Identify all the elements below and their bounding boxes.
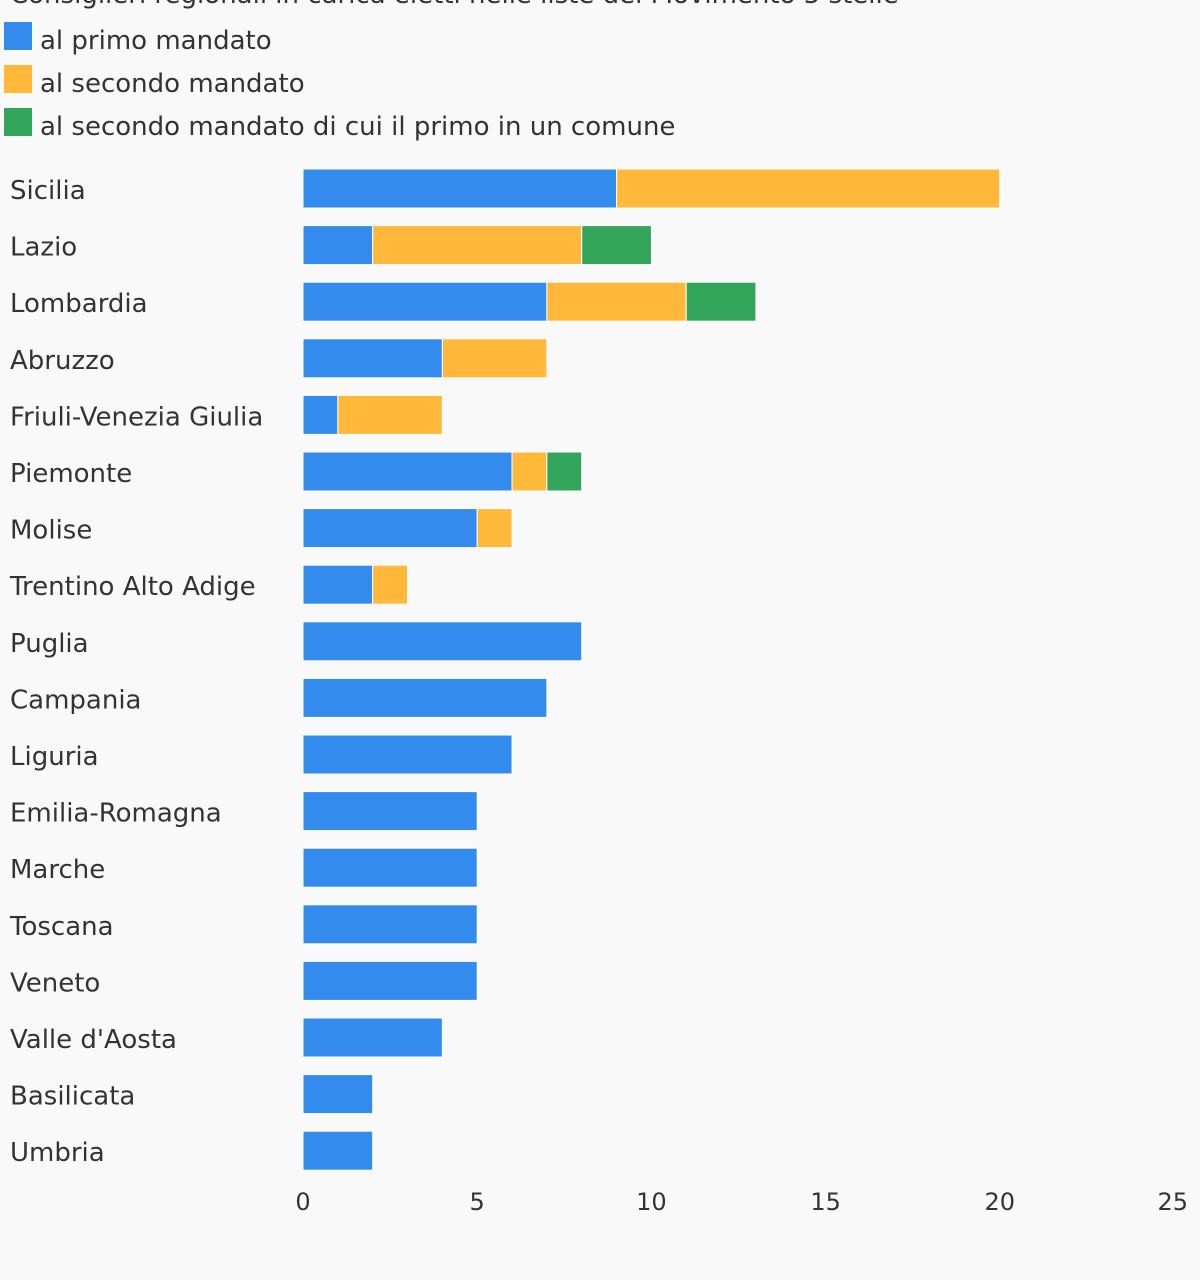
- x-tick-label-0: 0: [295, 1188, 310, 1216]
- x-tick-label-20: 20: [985, 1188, 1016, 1216]
- legend-swatch-al-secondo-mandato-di-cui-il-primo-in-un-comune: [4, 108, 32, 136]
- bar-valle-d-aosta-al-primo-mandato: [302, 1017, 443, 1058]
- category-label-emilia-romagna: Emilia-Romagna: [10, 799, 222, 829]
- category-label-lazio: Lazio: [10, 233, 77, 263]
- category-label-molise: Molise: [10, 516, 92, 546]
- x-axis: 0 5 10 15 20 25: [295, 1188, 1188, 1216]
- bar-lazio-al-primo-mandato: [302, 225, 374, 266]
- bar-lazio-al-secondo-mandato: [372, 225, 583, 266]
- category-label-valle-d-aosta: Valle d'Aosta: [10, 1025, 177, 1055]
- category-label-toscana: Toscana: [9, 912, 114, 942]
- legend-label-al-primo-mandato: al primo mandato: [40, 26, 272, 56]
- bar-puglia-al-primo-mandato: [302, 621, 583, 662]
- bar-trentino-alto-adige-al-primo-mandato: [302, 564, 374, 605]
- bars: [302, 168, 1001, 1171]
- bar-basilicata-al-primo-mandato: [302, 1074, 374, 1115]
- category-label-piemonte: Piemonte: [10, 459, 132, 489]
- category-label-puglia: Puglia: [10, 629, 89, 659]
- category-label-basilicata: Basilicata: [10, 1082, 135, 1112]
- category-label-marche: Marche: [10, 855, 105, 885]
- bar-piemonte-al-secondo-mandato: [511, 451, 548, 492]
- bar-piemonte-al-secondo-mandato-di-cui-il-primo-in-un-comune: [546, 451, 583, 492]
- bar-veneto-al-primo-mandato: [302, 960, 478, 1001]
- chart-title: Consiglieri regionali in carica eletti n…: [10, 0, 899, 10]
- bar-marche-al-primo-mandato: [302, 847, 478, 888]
- category-label-abruzzo: Abruzzo: [10, 346, 115, 376]
- category-labels: Sicilia Lazio Lombardia Abruzzo Friuli-Venez…: [9, 176, 263, 1168]
- legend-swatch-al-primo-mandato: [4, 22, 32, 50]
- category-label-liguria: Liguria: [10, 742, 99, 772]
- bar-sicilia-al-secondo-mandato: [616, 168, 1001, 209]
- bar-friuli-venezia-giulia-al-primo-mandato: [302, 394, 339, 435]
- category-label-campania: Campania: [10, 685, 142, 715]
- bar-liguria-al-primo-mandato: [302, 734, 513, 775]
- legend-label-al-secondo-mandato: al secondo mandato: [40, 69, 305, 99]
- legend-swatch-al-secondo-mandato: [4, 65, 32, 93]
- category-label-veneto: Veneto: [10, 968, 100, 998]
- x-tick-label-5: 5: [470, 1188, 485, 1216]
- category-label-friuli-venezia-giulia: Friuli-Venezia Giulia: [10, 402, 263, 432]
- bar-abruzzo-al-primo-mandato: [302, 338, 443, 379]
- x-tick-label-25: 25: [1157, 1188, 1188, 1216]
- bar-sicilia-al-primo-mandato: [302, 168, 618, 209]
- category-label-lombardia: Lombardia: [10, 289, 148, 319]
- bar-lombardia-al-primo-mandato: [302, 281, 548, 322]
- bar-abruzzo-al-secondo-mandato: [441, 338, 548, 379]
- bar-trentino-alto-adige-al-secondo-mandato: [372, 564, 409, 605]
- legend-label-al-secondo-mandato-di-cui-il-primo-in-un-comune: al secondo mandato di cui il primo in un…: [40, 112, 675, 142]
- bar-molise-al-secondo-mandato: [476, 508, 513, 549]
- category-label-sicilia: Sicilia: [10, 176, 86, 206]
- bar-toscana-al-primo-mandato: [302, 904, 478, 945]
- category-label-trentino-alto-adige: Trentino Alto Adige: [9, 572, 256, 602]
- bar-lazio-al-secondo-mandato-di-cui-il-primo-in-un-comune: [581, 225, 652, 266]
- x-tick-label-15: 15: [810, 1188, 841, 1216]
- category-label-umbria: Umbria: [10, 1138, 105, 1168]
- x-tick-label-10: 10: [636, 1188, 667, 1216]
- bar-umbria-al-primo-mandato: [302, 1130, 374, 1171]
- bar-lombardia-al-secondo-mandato: [546, 281, 687, 322]
- bar-campania-al-primo-mandato: [302, 677, 548, 718]
- bar-molise-al-primo-mandato: [302, 508, 478, 549]
- legend: al primo mandato al secondo mandato al sec…: [4, 22, 675, 142]
- bar-lombardia-al-secondo-mandato-di-cui-il-primo-in-un-comune: [685, 281, 757, 322]
- bar-friuli-venezia-giulia-al-secondo-mandato: [337, 394, 443, 435]
- bar-emilia-romagna-al-primo-mandato: [302, 791, 478, 832]
- bar-piemonte-al-primo-mandato: [302, 451, 513, 492]
